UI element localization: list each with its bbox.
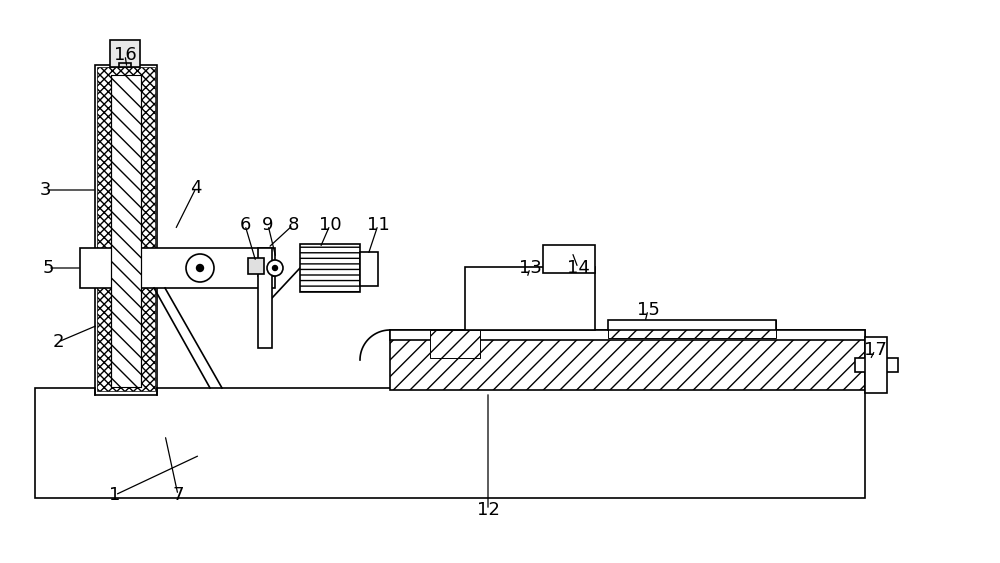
Text: 12: 12 [477, 501, 499, 519]
Circle shape [272, 266, 278, 270]
Text: 1: 1 [109, 486, 121, 504]
Bar [258, 248, 272, 348]
Bar [855, 358, 898, 372]
Bar [543, 245, 595, 273]
Text: 4: 4 [190, 179, 202, 197]
Bar [80, 248, 275, 288]
Text: 15: 15 [637, 301, 659, 319]
Text: 8: 8 [287, 216, 299, 234]
Bar [110, 40, 140, 67]
Text: 3: 3 [39, 181, 51, 199]
Bar [390, 330, 865, 390]
Text: 10: 10 [319, 216, 341, 234]
Bar [97, 67, 155, 263]
Circle shape [267, 260, 283, 276]
Text: 2: 2 [52, 333, 64, 351]
Bar [111, 75, 141, 387]
Bar [465, 267, 595, 330]
Bar [119, 63, 131, 67]
Bar [35, 388, 865, 498]
Text: 14: 14 [567, 259, 589, 277]
Circle shape [196, 265, 204, 271]
Text: 17: 17 [864, 341, 886, 359]
Text: 7: 7 [172, 486, 184, 504]
Bar [300, 244, 360, 292]
Text: 13: 13 [519, 259, 541, 277]
Bar [360, 252, 378, 286]
Bar [248, 258, 264, 274]
Text: 11: 11 [367, 216, 389, 234]
Circle shape [186, 254, 214, 282]
Bar [430, 330, 480, 358]
Text: 16: 16 [114, 46, 136, 64]
Bar [865, 337, 887, 393]
Bar [608, 320, 776, 330]
Bar [95, 65, 157, 395]
Bar [390, 330, 865, 340]
Text: 6: 6 [239, 216, 251, 234]
Bar [608, 320, 776, 338]
Text: 5: 5 [42, 259, 54, 277]
Text: 9: 9 [262, 216, 274, 234]
Bar [97, 263, 155, 391]
